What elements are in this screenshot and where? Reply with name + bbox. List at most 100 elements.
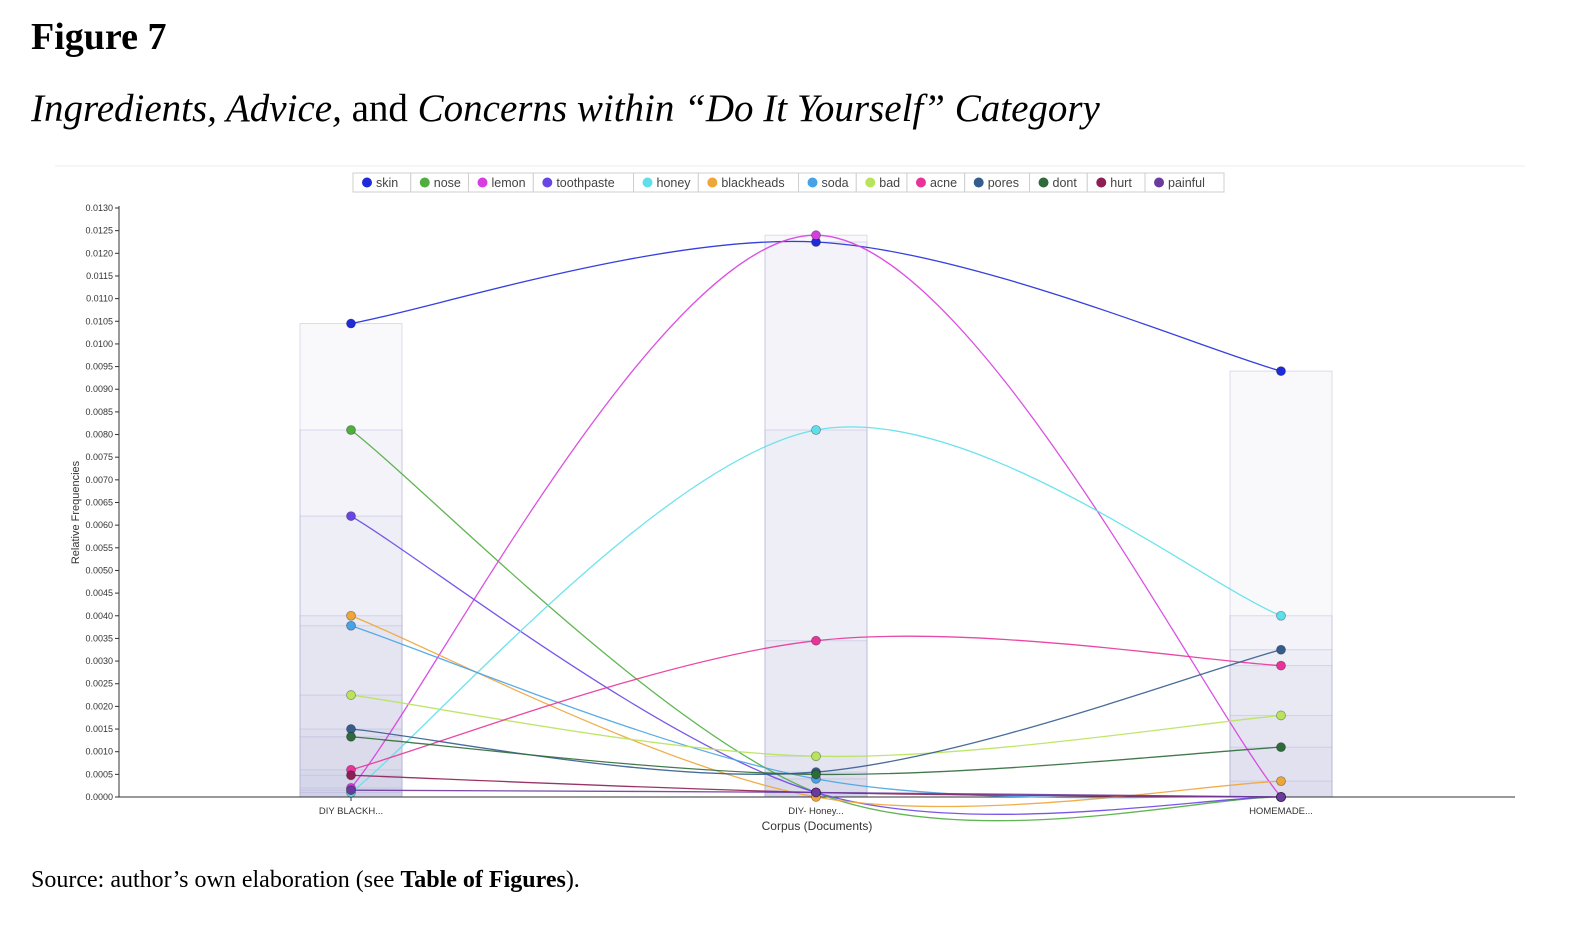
y-tick-label: 0.0020 [85, 701, 113, 711]
data-point-blackheads [346, 610, 356, 621]
x-tick-label: DIY BLACKH... [319, 806, 383, 817]
category-bar [299, 323, 403, 798]
y-tick-label: 0.0000 [85, 792, 113, 802]
data-point-soda [346, 620, 356, 631]
x-tick-label: DIY- Honey... [788, 806, 843, 817]
y-tick-label: 0.0060 [85, 520, 113, 530]
x-tick-label: HOMEMADE... [1249, 806, 1313, 817]
legend-swatch-lemon [477, 177, 488, 188]
legend-label-painful: painful [1168, 176, 1205, 190]
legend-label-hurt: hurt [1110, 176, 1132, 190]
legend-label-honey: honey [657, 176, 692, 190]
legend-label-pores: pores [988, 176, 1019, 190]
y-tick-label: 0.0090 [85, 384, 113, 394]
y-tick-label: 0.0045 [85, 588, 113, 598]
figure-title: Ingredients, Advice, and Concerns within… [31, 87, 1100, 131]
legend-swatch-blackheads [707, 177, 718, 188]
legend-swatch-dont [1038, 177, 1049, 188]
legend-swatch-acne [915, 177, 926, 188]
y-tick-label: 0.0065 [85, 498, 113, 508]
y-tick-label: 0.0130 [85, 203, 113, 213]
y-axis-label: Relative Frequencies [70, 460, 82, 564]
data-point-acne [811, 635, 821, 646]
y-tick-label: 0.0030 [85, 656, 113, 666]
y-tick-label: 0.0125 [85, 226, 113, 236]
data-point-painful [811, 787, 821, 798]
y-tick-label: 0.0115 [86, 271, 113, 281]
data-point-bad [346, 690, 356, 700]
y-tick-label: 0.0085 [85, 407, 113, 417]
legend-label-lemon: lemon [492, 176, 526, 190]
figure-title-part: and [341, 87, 418, 130]
data-point-hurt [346, 770, 356, 781]
legend-label-dont: dont [1053, 176, 1078, 190]
data-point-nose [346, 425, 356, 435]
category-bar [764, 429, 868, 798]
data-point-blackheads [1276, 776, 1286, 787]
data-point-dont [1276, 742, 1286, 753]
category-bar [1229, 665, 1333, 798]
data-point-pores [1276, 644, 1286, 655]
data-point-bad [1276, 710, 1286, 721]
category-bar [1229, 746, 1333, 798]
legend-swatch-toothpaste [542, 177, 553, 188]
y-tick-label: 0.0050 [85, 565, 113, 575]
y-tick-label: 0.0105 [85, 316, 113, 326]
figure-title-part: Ingredients, Advice, [31, 87, 342, 130]
series-line-nose [350, 429, 1282, 822]
data-point-dont [346, 731, 356, 742]
x-axis-label: Corpus (Documents) [762, 819, 873, 833]
source-link-text: Table of Figures [400, 867, 566, 893]
data-point-honey [811, 425, 821, 435]
source-prefix: Source: author’s own elaboration (see [31, 867, 401, 893]
data-point-dont [811, 769, 821, 780]
data-point-bad [811, 751, 821, 762]
category-bar [764, 241, 868, 798]
figure-source: Source: author’s own elaboration (see Ta… [31, 868, 580, 892]
y-tick-label: 0.0100 [85, 339, 113, 349]
y-tick-label: 0.0035 [85, 633, 113, 643]
figure-title-part: Concerns within “Do It Yourself” [417, 87, 945, 130]
legend-swatch-pores [973, 177, 984, 188]
y-tick-label: 0.0040 [85, 611, 113, 621]
legend-label-soda: soda [822, 176, 849, 190]
y-tick-label: 0.0025 [85, 679, 113, 689]
y-tick-label: 0.0075 [85, 452, 113, 462]
legend-swatch-honey [642, 177, 653, 188]
category-bar [764, 234, 868, 798]
legend-label-blackheads: blackheads [721, 176, 784, 190]
y-tick-label: 0.0080 [85, 430, 113, 440]
figure-label: Figure 7 [31, 16, 167, 58]
y-tick-label: 0.0120 [85, 248, 113, 258]
y-tick-label: 0.0110 [86, 294, 113, 304]
category-bar [1229, 370, 1333, 798]
data-point-painful [346, 785, 356, 796]
data-point-honey [1276, 610, 1286, 621]
data-point-skin [346, 318, 356, 329]
legend-label-acne: acne [930, 176, 957, 190]
y-tick-label: 0.0010 [85, 747, 113, 757]
data-point-acne [1276, 660, 1286, 671]
y-tick-label: 0.0070 [85, 475, 113, 485]
data-point-skin [1276, 366, 1286, 377]
legend-item-painful[interactable] [1144, 172, 1225, 193]
y-tick-label: 0.0055 [85, 543, 113, 553]
category-bar [299, 694, 403, 798]
y-tick-label: 0.0015 [85, 724, 113, 734]
source-suffix: ). [565, 867, 580, 893]
category-bar [1229, 649, 1333, 798]
legend-label-toothpaste: toothpaste [556, 176, 614, 190]
legend-swatch-painful [1154, 177, 1165, 188]
data-point-painful [1276, 792, 1286, 802]
legend: skin nose lemon toothpaste honey blackheads so… [352, 172, 1225, 193]
data-point-toothpaste [346, 511, 356, 521]
legend-label-skin: skin [376, 176, 398, 190]
y-tick-label: 0.0005 [85, 769, 113, 779]
y-tick-label: 0.0095 [85, 362, 113, 372]
legend-swatch-soda [807, 177, 818, 188]
figure-title-part: Category [944, 87, 1100, 130]
legend-label-nose: nose [434, 176, 461, 190]
legend-swatch-hurt [1096, 177, 1107, 188]
